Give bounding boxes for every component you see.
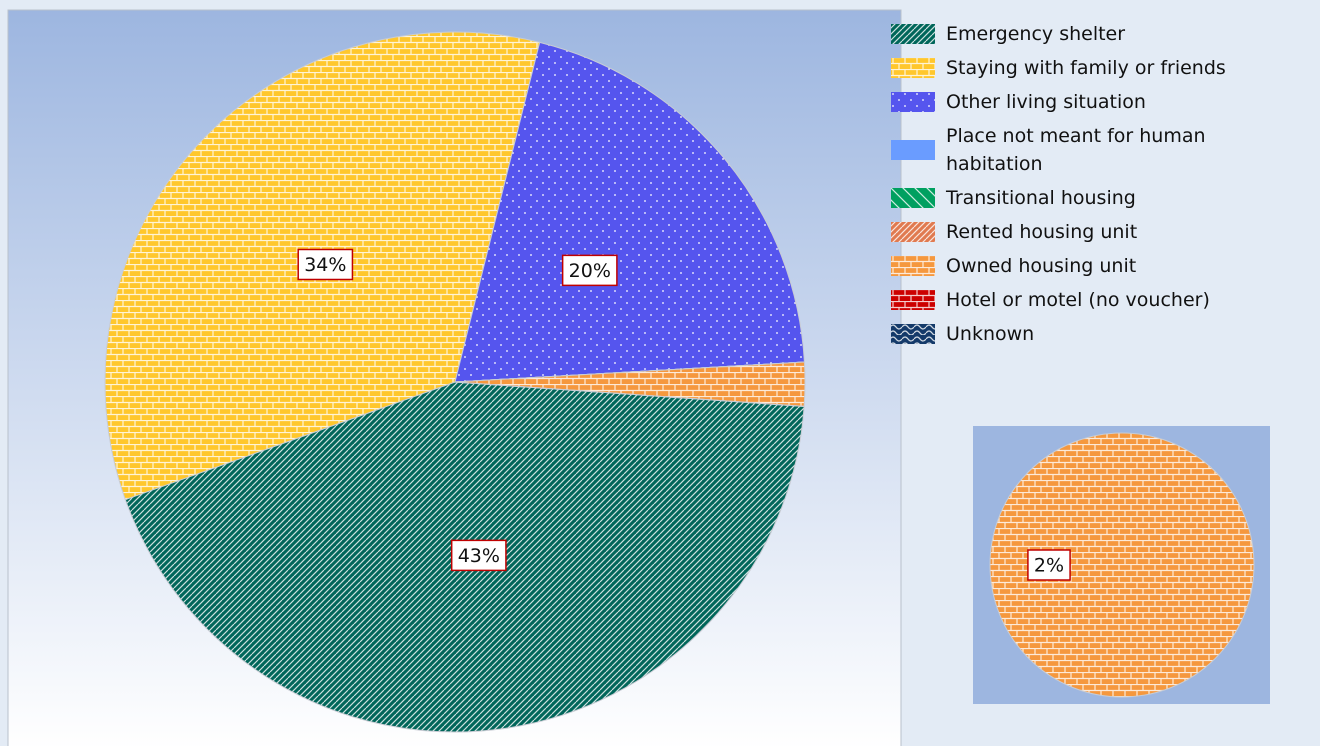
legend-swatch-fill <box>891 324 935 344</box>
label-box <box>450 539 507 572</box>
legend-item: Transitional housing <box>890 184 1315 212</box>
legend-swatch <box>891 256 935 276</box>
legend-label: Owned housing unit <box>946 255 1137 277</box>
data-label: 34% <box>297 248 354 281</box>
legend-swatch-fill <box>891 92 935 112</box>
legend-item: Emergency shelter <box>890 20 1315 48</box>
legend-item: Owned housing unit <box>890 252 1315 280</box>
legend-swatch <box>891 188 935 208</box>
inset-slice <box>989 432 1255 698</box>
legend-swatch-fill <box>891 140 935 160</box>
legend-swatch <box>891 324 935 344</box>
legend-item: Hotel or motel (no voucher) <box>890 286 1315 314</box>
legend-swatch-fill <box>891 256 935 276</box>
data-label: 20% <box>561 254 618 287</box>
legend-swatch <box>891 92 935 112</box>
label-box <box>1027 549 1071 581</box>
legend-label: Staying with family or friends <box>946 57 1226 79</box>
legend-swatch-fill <box>891 58 935 78</box>
legend-swatch <box>891 58 935 78</box>
legend-swatch <box>891 24 935 44</box>
legend: Emergency shelter Staying with family or … <box>890 20 1315 354</box>
legend-swatch <box>891 140 935 160</box>
label-text: 34% <box>304 254 346 276</box>
pie-slice <box>454 381 805 407</box>
legend-label: Unknown <box>946 323 1035 345</box>
legend-swatch-fill <box>891 222 935 242</box>
legend-label: Transitional housing <box>946 187 1136 209</box>
data-label: 2% <box>1027 549 1071 581</box>
legend-swatch <box>891 290 935 310</box>
legend-swatch-fill <box>891 24 935 44</box>
label-text: 43% <box>458 545 500 567</box>
label-text: 20% <box>569 260 611 282</box>
legend-swatch <box>891 222 935 242</box>
legend-swatch-fill <box>891 188 935 208</box>
legend-item: Place not meant for human habitation <box>890 122 1315 178</box>
legend-item: Rented housing unit <box>890 218 1315 246</box>
legend-swatch-fill <box>891 290 935 310</box>
legend-label: Place not meant for human habitation <box>946 125 1206 175</box>
legend-item: Other living situation <box>890 88 1315 116</box>
data-label: 43% <box>450 539 507 572</box>
legend-label: Rented housing unit <box>946 221 1138 243</box>
legend-label: Other living situation <box>946 91 1146 113</box>
legend-item: Staying with family or friends <box>890 54 1315 82</box>
legend-label: Emergency shelter <box>946 23 1126 45</box>
legend-item: Unknown <box>890 320 1315 348</box>
label-box <box>561 254 618 287</box>
legend-label: Hotel or motel (no voucher) <box>946 289 1210 311</box>
label-text: 2% <box>1034 555 1064 577</box>
label-box <box>297 248 354 281</box>
pie-slice <box>454 41 805 383</box>
